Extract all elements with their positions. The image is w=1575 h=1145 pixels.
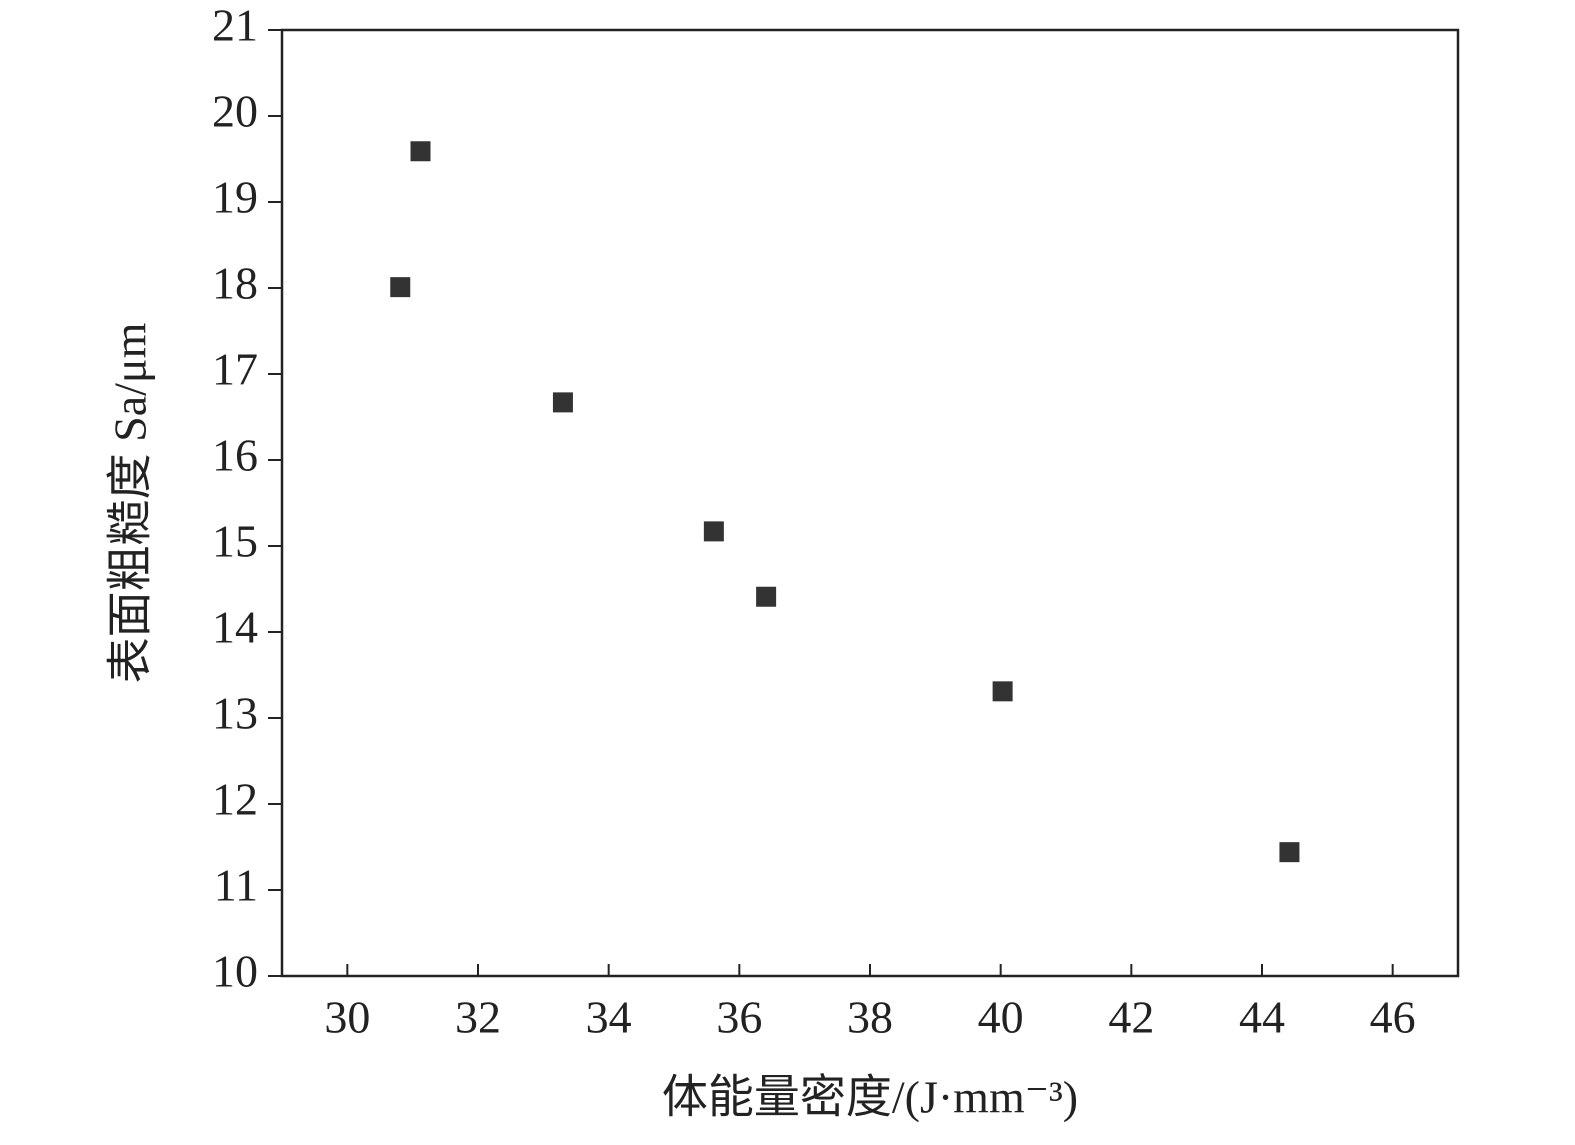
y-tick-label: 15 xyxy=(212,516,258,567)
y-axis-label: 表面粗糙度 Sa/μm xyxy=(105,322,156,683)
point xyxy=(992,681,1013,702)
x-tick-label: 32 xyxy=(455,992,501,1043)
y-tick-label: 11 xyxy=(214,860,258,911)
point xyxy=(1279,842,1300,863)
point xyxy=(703,521,724,542)
x-tick-label: 36 xyxy=(716,992,762,1043)
y-tick-label: 16 xyxy=(212,430,258,481)
point xyxy=(756,586,777,607)
y-tick-label: 21 xyxy=(212,0,258,51)
y-tick-label: 12 xyxy=(212,774,258,825)
x-tick-label: 30 xyxy=(324,992,370,1043)
x-tick-label: 42 xyxy=(1108,992,1154,1043)
y-tick-label: 20 xyxy=(212,86,258,137)
y-tick-label: 19 xyxy=(212,172,258,223)
y-tick-label: 13 xyxy=(212,688,258,739)
y-tick-label: 10 xyxy=(212,946,258,997)
point xyxy=(410,141,431,162)
point xyxy=(390,277,411,298)
x-axis-label: 体能量密度/(J·mm⁻³) xyxy=(662,1072,1078,1123)
y-tick-label: 14 xyxy=(212,602,258,653)
x-tick-label: 44 xyxy=(1239,992,1285,1043)
x-tick-label: 40 xyxy=(978,992,1024,1043)
plot-frame xyxy=(280,28,1460,978)
y-tick-label: 18 xyxy=(212,258,258,309)
x-tick-label: 34 xyxy=(586,992,632,1043)
point xyxy=(552,392,573,413)
x-tick-label: 46 xyxy=(1370,992,1416,1043)
x-tick-label: 38 xyxy=(847,992,893,1043)
y-tick-label: 17 xyxy=(212,344,258,395)
